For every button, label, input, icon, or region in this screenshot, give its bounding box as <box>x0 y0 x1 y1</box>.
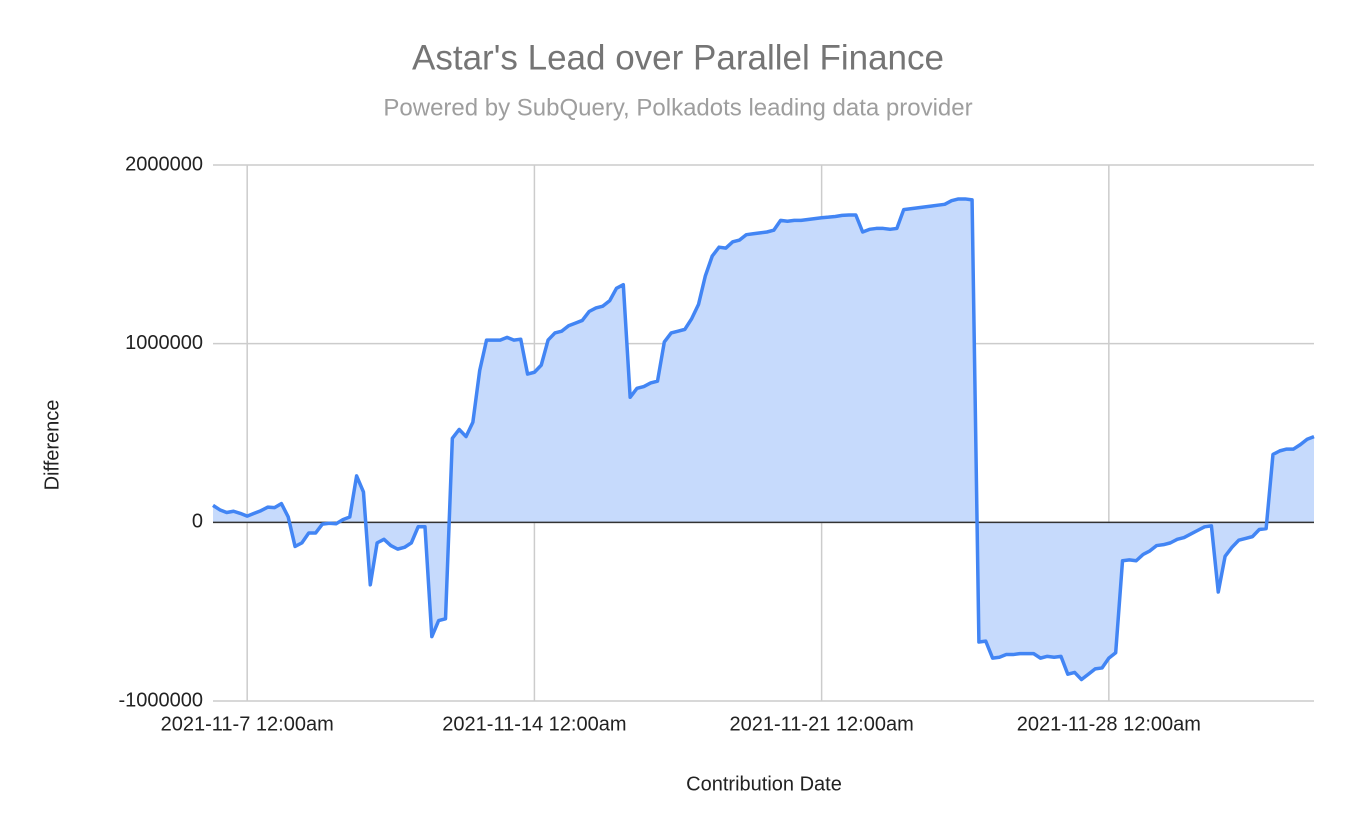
y-tick-label: 0 <box>192 511 203 533</box>
x-tick-label: 2021-11-7 12:00am <box>161 713 334 735</box>
area <box>213 198 1314 680</box>
x-tick-label: 2021-11-14 12:00am <box>442 713 626 735</box>
y-tick-label: 2000000 <box>125 153 203 175</box>
x-tick-label: 2021-11-28 12:00am <box>1017 713 1201 735</box>
line <box>212 197 1315 682</box>
x-tick-label: 2021-11-21 12:00am <box>730 713 914 735</box>
y-axis-title: Difference <box>41 400 63 491</box>
y-tick-label: -1000000 <box>118 689 203 711</box>
chart-subtitle: Powered by SubQuery, Polkadots leading d… <box>383 94 972 121</box>
x-axis-title: Contribution Date <box>686 773 842 795</box>
y-tick-label: 1000000 <box>125 332 203 354</box>
chart-title: Astar's Lead over Parallel Finance <box>412 38 944 77</box>
